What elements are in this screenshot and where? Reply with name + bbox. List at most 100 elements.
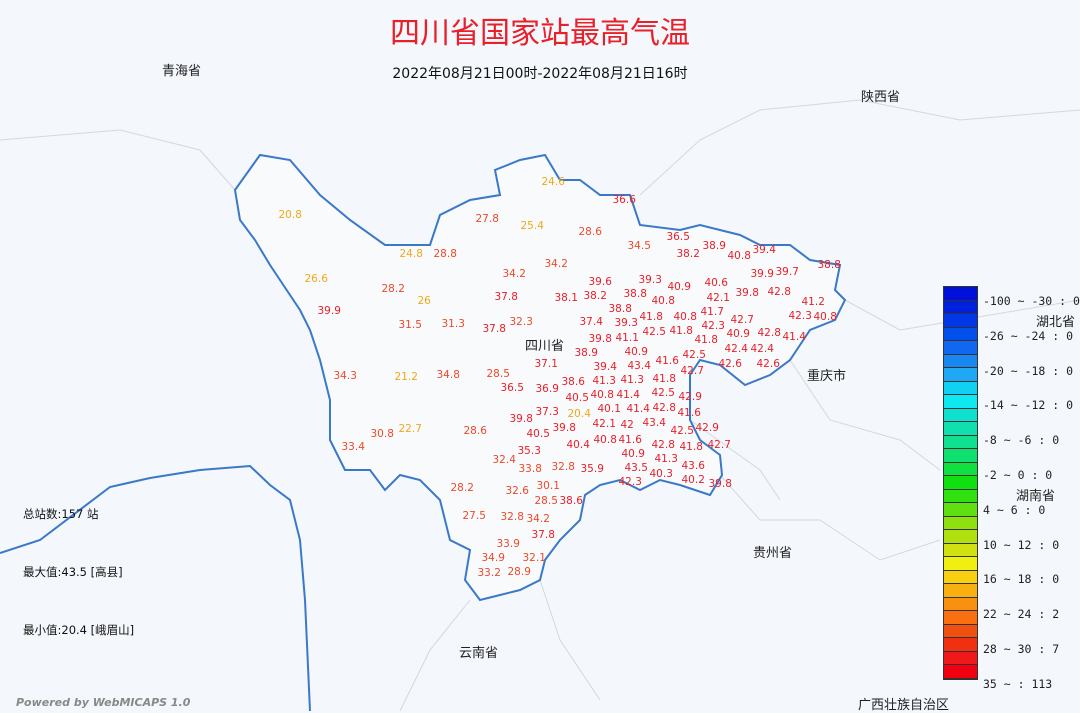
station-value: 40.5 (565, 392, 589, 404)
station-value: 38.2 (583, 290, 607, 302)
station-value: 38.8 (623, 288, 647, 300)
station-value: 37.4 (579, 316, 603, 328)
legend-label: 35 ~ : 113 (983, 676, 1053, 691)
station-value: 40.9 (726, 328, 750, 340)
color-legend (943, 286, 978, 680)
legend-label: -8 ~ -6 : 0 (983, 433, 1060, 448)
station-value: 26 (417, 295, 431, 307)
station-value: 28.8 (433, 248, 457, 260)
station-value: 28.2 (381, 283, 405, 295)
station-value: 42.9 (678, 391, 702, 403)
station-value: 26.6 (304, 273, 328, 285)
station-value: 36.6 (612, 194, 636, 206)
station-value: 40.9 (667, 281, 691, 293)
legend-band (944, 638, 977, 652)
station-value: 41.4 (616, 389, 640, 401)
station-value: 42.7 (730, 314, 754, 326)
legend-band (944, 327, 977, 341)
station-value: 42.4 (750, 343, 774, 355)
station-value: 38.6 (561, 376, 585, 388)
station-value: 36.5 (666, 231, 690, 243)
station-value: 41.2 (801, 296, 825, 308)
legend-label: 4 ~ 6 : 0 (983, 502, 1046, 517)
station-value: 42.1 (706, 292, 730, 304)
station-value: 37.8 (482, 323, 506, 335)
place-hubei: 湖北省 (1036, 315, 1076, 330)
legend-band (944, 287, 977, 301)
station-value: 39.3 (638, 274, 662, 286)
legend-label: -26 ~ -24 : 0 (983, 328, 1074, 343)
place-hunan: 湖南省 (1016, 489, 1056, 504)
legend-band (944, 557, 977, 571)
sichuan-boundary (233, 153, 847, 602)
station-value: 30.8 (370, 428, 394, 440)
neighbor-boundary (0, 464, 311, 711)
legend-band (944, 597, 977, 611)
station-value: 36.5 (500, 382, 524, 394)
legend-band (944, 651, 977, 665)
station-value: 41.8 (669, 325, 693, 337)
station-value: 36.9 (535, 383, 559, 395)
station-value: 38.9 (574, 347, 598, 359)
station-value: 40.8 (813, 311, 837, 323)
station-value: 39.9 (750, 268, 774, 280)
legend-band (944, 503, 977, 517)
station-value: 35.9 (580, 463, 604, 475)
station-value: 24.6 (541, 176, 565, 188)
place-sichuan: 四川省 (525, 339, 565, 354)
station-value: 34.2 (526, 513, 550, 525)
station-value: 34.2 (502, 268, 526, 280)
min-value: 最小值:20.4 [峨眉山] (23, 623, 135, 637)
station-value: 39.4 (752, 244, 776, 256)
legend-band (944, 314, 977, 328)
station-value: 39.6 (588, 276, 612, 288)
station-value: 22.7 (398, 423, 422, 435)
station-value: 34.8 (436, 369, 460, 381)
legend-band (944, 422, 977, 436)
station-value: 40.1 (597, 403, 621, 415)
station-value: 40.4 (566, 439, 590, 451)
legend-band (944, 584, 977, 598)
legend-band (944, 530, 977, 544)
legend-band (944, 570, 977, 584)
station-value: 42.1 (592, 418, 616, 430)
station-value: 41.1 (615, 332, 639, 344)
station-value: 42.5 (670, 425, 694, 437)
station-value: 38.9 (702, 240, 726, 252)
station-value: 37.1 (534, 358, 558, 370)
station-value: 41.8 (694, 334, 718, 346)
station-value: 42 (620, 419, 634, 431)
legend-band (944, 341, 977, 355)
legend-band (944, 354, 977, 368)
station-value: 27.5 (462, 510, 486, 522)
station-value: 41.6 (618, 434, 642, 446)
station-value: 28.2 (450, 482, 474, 494)
station-value: 35.3 (517, 445, 541, 457)
station-value: 32.8 (500, 511, 524, 523)
station-value: 34.2 (544, 258, 568, 270)
station-value: 40.8 (593, 434, 617, 446)
station-value: 40.8 (590, 389, 614, 401)
station-value: 43.4 (627, 360, 651, 372)
legend-band (944, 449, 977, 463)
station-value: 42.3 (701, 320, 725, 332)
station-value: 41.6 (655, 355, 679, 367)
legend-label: -100 ~ -30 : 0 (983, 294, 1080, 308)
legend-band (944, 381, 977, 395)
station-value: 37.3 (535, 406, 559, 418)
map-title: 四川省国家站最高气温 (390, 16, 690, 51)
legend-band (944, 435, 977, 449)
legend-band (944, 489, 977, 503)
station-value: 42.3 (618, 476, 642, 488)
station-value: 32.6 (505, 485, 529, 497)
station-value: 40.5 (526, 428, 550, 440)
station-value: 33.8 (518, 463, 542, 475)
station-value: 28.6 (578, 226, 602, 238)
station-value: 28.6 (463, 425, 487, 437)
station-value: 42.6 (756, 358, 780, 370)
max-value: 最大值:43.5 [高县] (23, 565, 123, 579)
station-value: 28.9 (507, 566, 531, 578)
legend-label: -14 ~ -12 : 0 (983, 398, 1074, 413)
legend-band (944, 368, 977, 382)
station-value: 37.8 (531, 529, 555, 541)
